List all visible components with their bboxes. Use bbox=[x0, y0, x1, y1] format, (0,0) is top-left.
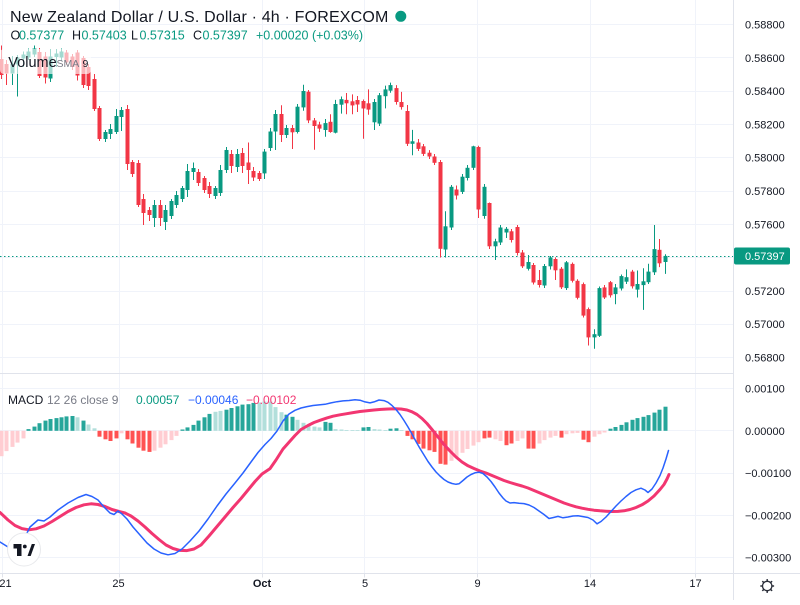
svg-text:−0.00200: −0.00200 bbox=[745, 510, 791, 522]
svg-text:−0.00100: −0.00100 bbox=[745, 468, 791, 480]
svg-text:0.00000: 0.00000 bbox=[745, 426, 785, 438]
svg-text:25: 25 bbox=[112, 578, 124, 590]
svg-text:Volume: Volume bbox=[8, 55, 56, 71]
svg-text:New Zealand Dollar / U.S. Doll: New Zealand Dollar / U.S. Dollar · 4h · … bbox=[10, 9, 389, 26]
svg-text:0.58400: 0.58400 bbox=[745, 86, 785, 98]
svg-text:0.56800: 0.56800 bbox=[745, 353, 785, 365]
svg-text:21: 21 bbox=[0, 578, 12, 590]
svg-text:0.00100: 0.00100 bbox=[745, 384, 785, 396]
svg-text:17: 17 bbox=[689, 578, 701, 590]
svg-text:0.57000: 0.57000 bbox=[745, 319, 785, 331]
svg-text:0.58200: 0.58200 bbox=[745, 119, 785, 131]
svg-text:0.57200: 0.57200 bbox=[745, 286, 785, 298]
svg-text:0.58000: 0.58000 bbox=[745, 153, 785, 165]
svg-text:0.57800: 0.57800 bbox=[745, 186, 785, 198]
svg-text:Oct: Oct bbox=[253, 578, 272, 590]
svg-text:0.57397: 0.57397 bbox=[745, 251, 785, 263]
svg-text:0.58800: 0.58800 bbox=[745, 20, 785, 32]
svg-text:0.58600: 0.58600 bbox=[745, 53, 785, 65]
svg-text:14: 14 bbox=[584, 578, 596, 590]
svg-text:0.57600: 0.57600 bbox=[745, 219, 785, 231]
svg-text:5: 5 bbox=[362, 578, 368, 590]
svg-text:−0.00300: −0.00300 bbox=[745, 553, 791, 565]
svg-text:9: 9 bbox=[474, 578, 480, 590]
